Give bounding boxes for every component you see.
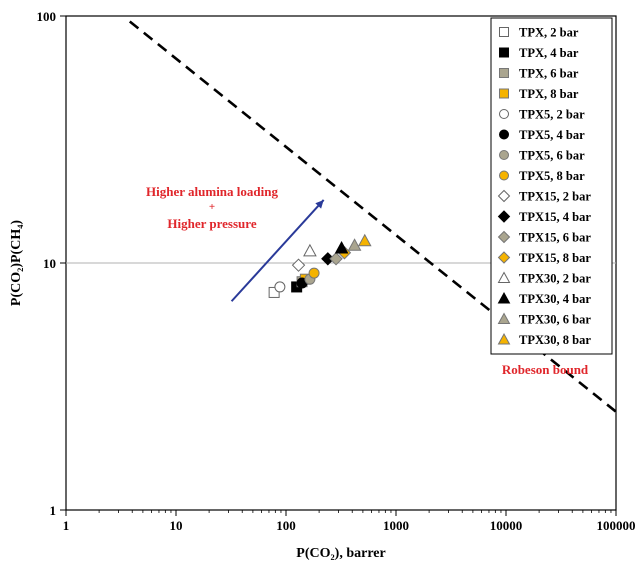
- data-point: [329, 252, 343, 266]
- x-axis-title: P(CO₂), barrer: [296, 546, 385, 561]
- legend-label: TPX15, 2 bar: [519, 190, 591, 204]
- x-tick-label: 1: [63, 518, 70, 533]
- legend-marker: [497, 332, 511, 345]
- data-point: [291, 258, 306, 272]
- legend-label: TPX30, 4 bar: [519, 292, 591, 306]
- trend-arrow-line: [230, 199, 325, 302]
- data-point: [334, 240, 349, 254]
- legend-marker: [499, 47, 509, 58]
- legend-label: TPX15, 6 bar: [519, 231, 591, 245]
- data-point: [274, 281, 286, 293]
- legend-label: TPX30, 6 bar: [519, 313, 591, 327]
- data-point: [268, 286, 280, 298]
- x-tick-label: 1000: [383, 518, 409, 533]
- annotation-line1: Higher alumina loading: [146, 184, 278, 199]
- annotation: Higher alumina loading + Higher pressure: [146, 184, 278, 231]
- x-tick-label: 100000: [597, 518, 636, 533]
- legend: TPX, 2 bar TPX, 4 bar TPX, 6 bar TPX, 8 bar…: [490, 17, 613, 355]
- x-tick-label: 10000: [490, 518, 523, 533]
- data-point: [347, 238, 362, 251]
- legend-label: TPX5, 2 bar: [519, 108, 585, 122]
- data-point: [308, 267, 320, 279]
- legend-marker: [499, 109, 509, 119]
- legend-label: TPX30, 8 bar: [519, 333, 591, 347]
- legend-marker: [497, 312, 511, 324]
- y-tick-label: 100: [37, 9, 57, 24]
- x-tick-label: 10: [170, 518, 183, 533]
- legend-marker: [499, 129, 509, 140]
- legend-marker: [497, 251, 511, 264]
- annotation-line2: +: [209, 201, 215, 213]
- legend-marker: [497, 189, 511, 203]
- legend-marker: [499, 150, 509, 160]
- x-tick-label: 100: [276, 518, 296, 533]
- legend-marker: [499, 170, 509, 181]
- legend-label: TPX30, 2 bar: [519, 272, 591, 286]
- legend-label: TPX, 8 bar: [519, 87, 579, 101]
- legend-label: TPX5, 8 bar: [519, 169, 585, 183]
- y-tick-label: 10: [43, 256, 56, 271]
- legend-label: TPX, 4 bar: [519, 46, 579, 60]
- y-axis-title: P(CO₂)P(CH₄): [9, 220, 24, 306]
- robeson-bound-label: Robeson bound: [502, 362, 589, 377]
- annotation-line3: Higher pressure: [167, 216, 256, 231]
- legend-label: TPX5, 4 bar: [519, 128, 585, 142]
- legend-label: TPX15, 8 bar: [519, 251, 591, 265]
- legend-marker: [497, 230, 511, 244]
- legend-marker: [497, 210, 511, 223]
- legend-label: TPX, 6 bar: [519, 67, 579, 81]
- legend-marker: [499, 68, 509, 78]
- legend-marker: [499, 27, 509, 37]
- legend-label: TPX15, 4 bar: [519, 210, 591, 224]
- legend-marker: [497, 291, 511, 304]
- legend-marker: [497, 271, 511, 283]
- y-tick-label: 1: [50, 503, 57, 518]
- axis-ticks: 1 10 100 1000 10000 100000 1 10 100: [37, 9, 636, 533]
- data-marks: [128, 20, 617, 413]
- data-point: [357, 233, 372, 247]
- legend-label: TPX, 2 bar: [519, 26, 579, 40]
- trend-arrow-head: [315, 199, 324, 209]
- legend-label: TPX5, 6 bar: [519, 149, 585, 163]
- data-point: [303, 243, 317, 257]
- legend-box: [490, 17, 613, 355]
- robeson-bound-line: [128, 20, 617, 413]
- legend-marker: [499, 88, 509, 99]
